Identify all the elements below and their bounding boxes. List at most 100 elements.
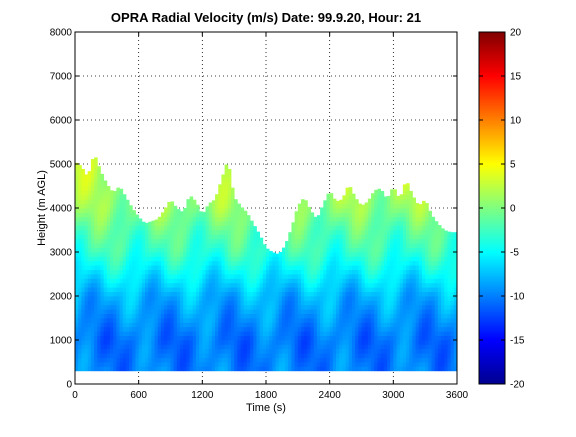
- velocity-cell: [116, 282, 120, 288]
- velocity-cell: [100, 291, 105, 297]
- velocity-cell: [221, 247, 226, 253]
- velocity-cell: [288, 362, 292, 367]
- velocity-cell: [266, 278, 270, 284]
- velocity-cell: [310, 353, 315, 358]
- velocity-cell: [358, 331, 362, 336]
- velocity-cell: [243, 331, 248, 336]
- velocity-cell: [415, 335, 420, 341]
- velocity-cell: [195, 282, 200, 288]
- velocity-cell: [399, 309, 404, 314]
- velocity-cell: [390, 335, 394, 341]
- velocity-cell: [332, 326, 337, 332]
- velocity-cell: [141, 278, 146, 284]
- velocity-cell: [97, 335, 101, 341]
- velocity-cell: [132, 243, 136, 248]
- velocity-cell: [304, 335, 308, 341]
- velocity-cell: [390, 313, 394, 319]
- velocity-cell: [240, 331, 245, 336]
- velocity-cell: [291, 269, 296, 275]
- velocity-cell: [307, 322, 311, 328]
- velocity-cell: [167, 340, 171, 345]
- velocity-cell: [291, 362, 296, 367]
- velocity-cell: [281, 278, 286, 284]
- velocity-cell: [208, 322, 213, 328]
- velocity-cell: [447, 335, 452, 341]
- velocity-cell: [173, 216, 178, 222]
- velocity-cell: [339, 260, 343, 266]
- velocity-cell: [167, 366, 171, 372]
- velocity-cell: [386, 326, 391, 332]
- velocity-cell: [418, 282, 423, 288]
- velocity-cell: [301, 304, 305, 310]
- velocity-cell: [234, 304, 238, 310]
- velocity-cell: [421, 287, 426, 292]
- velocity-cell: [227, 269, 232, 275]
- velocity-cell: [250, 256, 254, 262]
- velocity-cell: [297, 252, 302, 257]
- velocity-cell: [393, 278, 397, 284]
- velocity-cell: [342, 269, 346, 275]
- velocity-cell: [297, 340, 302, 345]
- velocity-cell: [160, 326, 165, 332]
- velocity-cell: [221, 260, 226, 266]
- velocity-cell: [211, 304, 216, 310]
- velocity-cell: [205, 348, 210, 354]
- velocity-cell: [326, 335, 331, 341]
- velocity-cell: [78, 366, 82, 372]
- velocity-cell: [81, 177, 85, 182]
- velocity-cell: [272, 304, 276, 310]
- velocity-cell: [316, 247, 321, 253]
- velocity-cell: [97, 256, 101, 262]
- velocity-cell: [186, 318, 190, 323]
- velocity-cell: [208, 212, 213, 218]
- velocity-cell: [275, 313, 280, 319]
- velocity-cell: [138, 221, 143, 226]
- velocity-cell: [218, 318, 222, 323]
- velocity-cell: [345, 340, 350, 345]
- velocity-cell: [262, 244, 267, 248]
- velocity-cell: [75, 291, 79, 297]
- velocity-cell: [230, 340, 235, 345]
- velocity-cell: [425, 331, 429, 336]
- velocity-cell: [291, 274, 296, 279]
- velocity-cell: [374, 221, 378, 226]
- velocity-cell: [138, 247, 143, 253]
- velocity-cell: [259, 247, 264, 253]
- velocity-cell: [367, 252, 372, 257]
- velocity-cell: [393, 274, 397, 279]
- velocity-cell: [90, 212, 95, 218]
- velocity-cell: [145, 335, 149, 341]
- velocity-cell: [189, 287, 194, 292]
- velocity-cell: [138, 344, 143, 350]
- velocity-cell: [421, 300, 426, 306]
- velocity-cell: [374, 234, 378, 240]
- velocity-cell: [195, 362, 200, 367]
- velocity-cell: [342, 208, 346, 213]
- velocity-cell: [195, 208, 200, 213]
- velocity-cell: [441, 228, 445, 231]
- velocity-cell: [275, 300, 280, 306]
- velocity-cell: [119, 188, 124, 191]
- velocity-cell: [164, 344, 168, 350]
- velocity-cell: [358, 287, 362, 292]
- velocity-cell: [84, 340, 89, 345]
- velocity-cell: [218, 348, 222, 354]
- velocity-cell: [323, 291, 327, 297]
- velocity-cell: [316, 287, 321, 292]
- velocity-cell: [81, 186, 85, 191]
- velocity-cell: [176, 300, 181, 306]
- velocity-cell: [371, 331, 375, 336]
- velocity-cell: [304, 296, 308, 301]
- velocity-cell: [415, 357, 420, 363]
- velocity-cell: [75, 203, 79, 209]
- velocity-cell: [320, 340, 324, 345]
- velocity-cell: [386, 291, 391, 297]
- velocity-cell: [272, 287, 276, 292]
- velocity-cell: [297, 357, 302, 363]
- velocity-cell: [320, 348, 324, 354]
- velocity-cell: [75, 362, 79, 367]
- velocity-cell: [237, 282, 241, 288]
- velocity-cell: [119, 353, 124, 358]
- velocity-cell: [434, 353, 439, 358]
- velocity-cell: [275, 322, 280, 328]
